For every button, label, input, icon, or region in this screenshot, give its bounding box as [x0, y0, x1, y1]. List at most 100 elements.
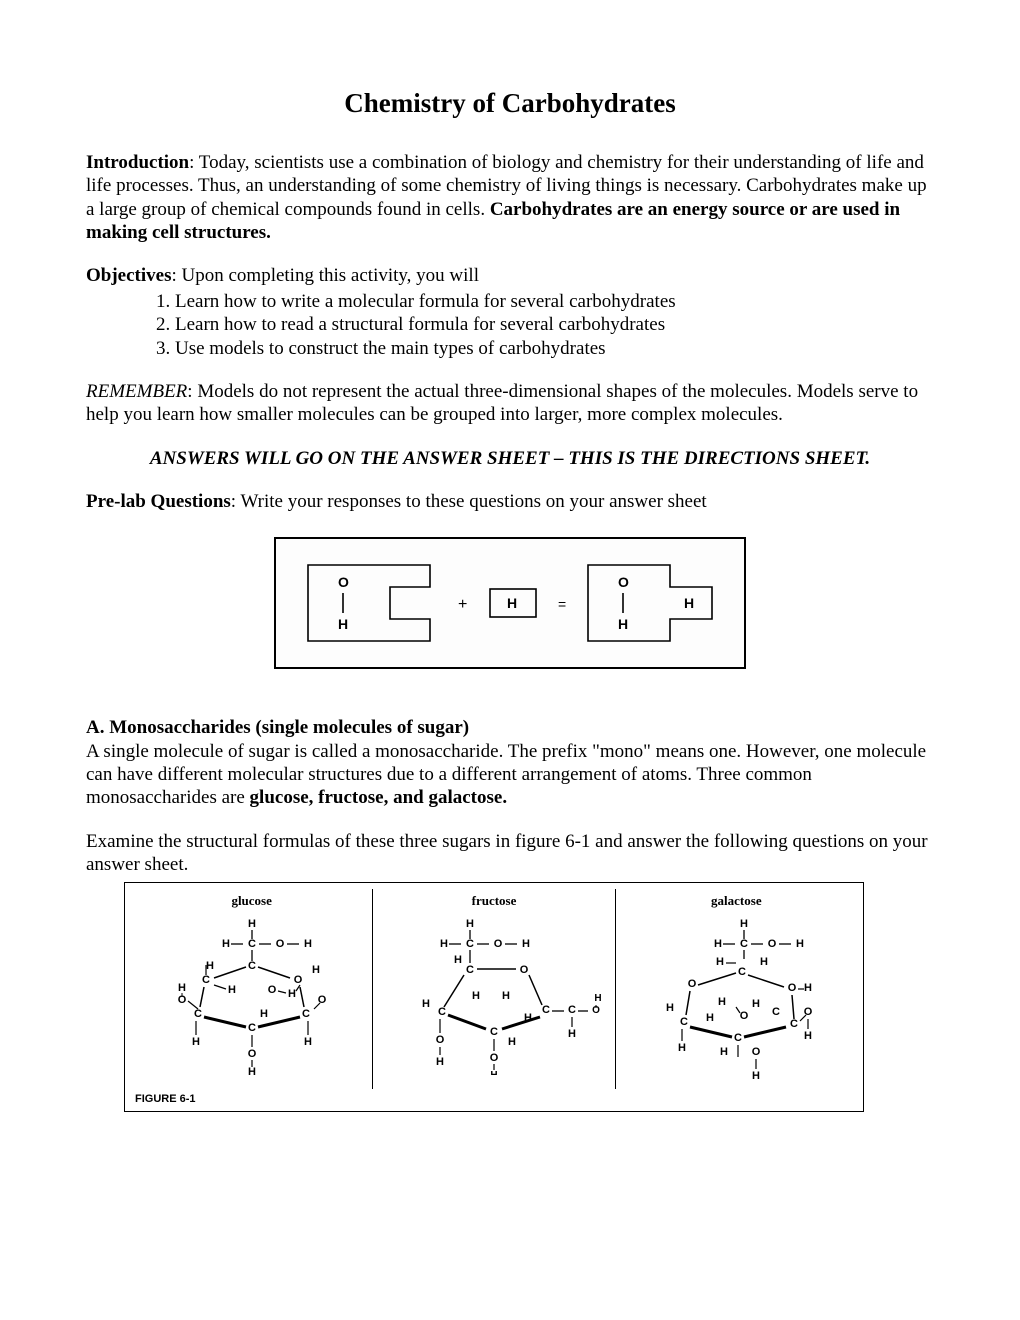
svg-text:O: O [768, 938, 777, 950]
svg-text:C: C [202, 974, 210, 986]
svg-text:H: H [508, 1036, 516, 1048]
page-title: Chemistry of Carbohydrates [86, 88, 934, 119]
svg-text:H: H [752, 1070, 760, 1082]
svg-text:H: H [206, 960, 214, 972]
prelab-body: : Write your responses to these question… [231, 491, 707, 512]
atom-h-right: H [618, 616, 628, 632]
svg-text:H: H [706, 1012, 714, 1024]
svg-text:H: H [524, 1012, 532, 1024]
svg-text:C: C [438, 1006, 446, 1018]
panel-galactose: galactose H H C O H [615, 889, 857, 1089]
remember-body: : Models do not represent the actual thr… [86, 381, 918, 425]
svg-text:C: C [248, 1022, 256, 1034]
intro-label: Introduction [86, 152, 189, 173]
svg-text:H: H [192, 1036, 200, 1048]
svg-text:C: C [542, 1004, 550, 1016]
galactose-svg: H H C O H H [636, 915, 836, 1085]
svg-text:C: C [680, 1016, 688, 1028]
svg-text:C: C [248, 960, 256, 972]
panel-label-galactose: galactose [620, 893, 853, 909]
objectives-lead-text: : Upon completing this activity, you wil… [171, 265, 479, 286]
svg-text:H: H [760, 956, 768, 968]
answers-note: ANSWERS WILL GO ON THE ANSWER SHEET – TH… [106, 447, 914, 470]
svg-text:H: H [288, 988, 296, 1000]
svg-text:C: C [568, 1004, 576, 1016]
svg-text:H: H [740, 918, 748, 930]
svg-text:C: C [740, 938, 748, 950]
prelab-paragraph: Pre-lab Questions: Write your responses … [86, 490, 934, 513]
svg-text:O: O [267, 984, 276, 996]
atom-h: H [338, 616, 348, 632]
section-a-body-1: A single molecule of sugar is called a m… [86, 740, 934, 810]
figure-6-1-caption: FIGURE 6-1 [125, 1091, 863, 1111]
svg-text:H: H [666, 1002, 674, 1014]
prelab-label: Pre-lab Questions [86, 491, 231, 512]
svg-text:C: C [248, 938, 256, 950]
atom-h-middle: H [507, 595, 517, 611]
atom-o: O [338, 574, 349, 590]
svg-text:O: O [494, 938, 503, 950]
svg-text:O: O [788, 982, 797, 994]
section-a-body-2: Examine the structural formulas of these… [86, 830, 934, 877]
svg-text:H: H [436, 1056, 444, 1068]
atom-o-right: O [618, 574, 629, 590]
svg-text:H: H [804, 982, 812, 994]
svg-text:O: O [752, 1046, 761, 1058]
svg-text:H: H [440, 938, 448, 950]
section-a-heading-para: A. Monosaccharides (single molecules of … [86, 716, 934, 739]
objectives-label: Objectives [86, 265, 171, 286]
svg-text:H: H [718, 996, 726, 1008]
svg-text:H: H [454, 954, 462, 966]
section-a-heading: A. Monosaccharides (single molecules of … [86, 717, 469, 738]
svg-text:C: C [302, 1008, 310, 1020]
svg-text:O: O [490, 1052, 499, 1064]
svg-text:H: H [752, 998, 760, 1010]
svg-text:C: C [734, 1032, 742, 1044]
svg-text:O: O [740, 1010, 749, 1022]
objective-item-2: 2. Learn how to read a structural formul… [156, 313, 934, 336]
equals-sign: = [558, 596, 566, 612]
puzzle-figure: O H + H = O H H [274, 537, 746, 669]
panel-glucose: glucose H H C O H [131, 889, 372, 1089]
svg-text:H: H [568, 1028, 576, 1040]
objectives-lead: Objectives: Upon completing this activit… [86, 264, 934, 287]
svg-text:O: O [520, 964, 529, 976]
svg-text:H: H [522, 938, 530, 950]
fructose-svg: H H C O H C [384, 915, 604, 1075]
svg-text:H: H [304, 1036, 312, 1048]
figure-6-1: glucose H H C O H [124, 882, 864, 1112]
svg-text:H: H [178, 982, 186, 994]
svg-text:O: O [247, 1048, 256, 1060]
svg-text:H: H [716, 956, 724, 968]
svg-text:H: H [472, 990, 480, 1002]
svg-text:H: H [304, 938, 312, 950]
svg-text:H: H [312, 964, 320, 976]
svg-text:H: H [502, 990, 510, 1002]
svg-text:H: H [804, 1030, 812, 1042]
svg-text:H: H [714, 938, 722, 950]
svg-text:O: O [275, 938, 284, 950]
svg-text:C: C [466, 964, 474, 976]
puzzle-svg: O H + H = O H H [300, 557, 720, 649]
svg-text:O: O [688, 978, 697, 990]
puzzle-figure-container: O H + H = O H H [86, 527, 934, 692]
section-a-text-1b: glucose, fructose, and galactose. [250, 787, 508, 808]
svg-text:H: H [248, 1066, 256, 1075]
svg-text:H: H [466, 918, 474, 930]
svg-text:H: H [678, 1042, 686, 1054]
remember-paragraph: REMEMBER: Models do not represent the ac… [86, 380, 934, 427]
svg-text:H: H [222, 938, 230, 950]
objectives-list: 1. Learn how to write a molecular formul… [86, 290, 934, 360]
panel-label-glucose: glucose [135, 893, 368, 909]
objective-item-3: 3. Use models to construct the main type… [156, 337, 934, 360]
introduction-paragraph: Introduction: Today, scientists use a co… [86, 151, 934, 244]
svg-text:H: H [796, 938, 804, 950]
plus-sign: + [458, 596, 467, 613]
svg-text:H: H [720, 1046, 728, 1058]
svg-text:H: H [260, 1008, 268, 1020]
svg-text:C: C [194, 1008, 202, 1020]
panel-label-fructose: fructose [377, 893, 610, 909]
objective-item-1: 1. Learn how to write a molecular formul… [156, 290, 934, 313]
atom-h-tab: H [684, 595, 694, 611]
svg-text:H: H [422, 998, 430, 1010]
